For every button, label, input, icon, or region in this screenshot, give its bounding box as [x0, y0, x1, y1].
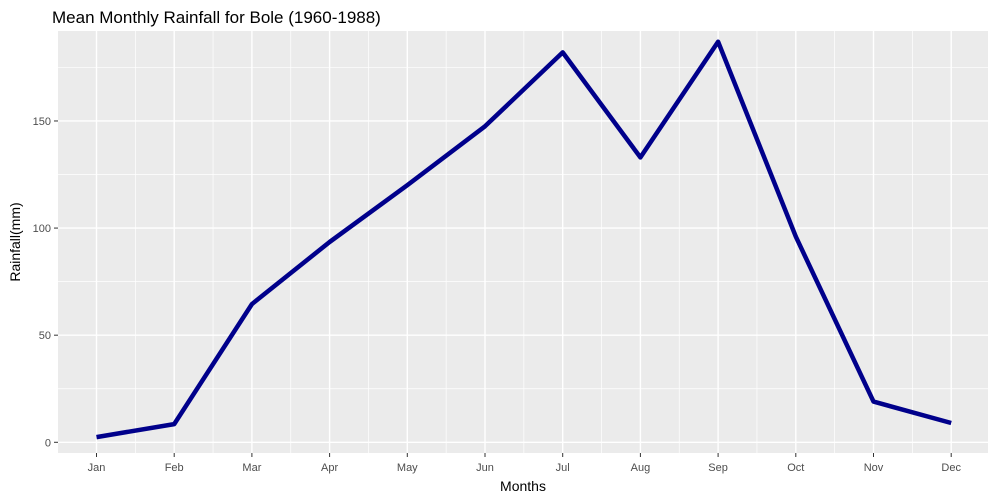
x-tick-label: Jul	[556, 462, 570, 474]
chart-title: Mean Monthly Rainfall for Bole (1960-198…	[52, 8, 381, 27]
y-tick-label: 50	[39, 330, 51, 342]
major-gridlines	[58, 31, 988, 453]
x-tick-label: Apr	[321, 462, 338, 474]
x-axis-title: Months	[500, 478, 546, 494]
x-tick-label: May	[397, 462, 418, 474]
x-axis: Jan Feb Mar Apr May Jun Jul Aug Sep Oct Nov Dec	[88, 453, 961, 474]
x-tick-label: Mar	[242, 462, 261, 474]
y-axis-title: Rainfall(mm)	[7, 202, 23, 281]
series-layer	[96, 39, 952, 440]
y-tick-label: 150	[33, 116, 51, 128]
y-tick-label: 100	[33, 223, 51, 235]
series-line	[96, 39, 952, 440]
x-tick-label: Jan	[88, 462, 106, 474]
x-tick-label: Aug	[631, 462, 651, 474]
x-tick-label: Sep	[708, 462, 728, 474]
y-axis: 0 50 100 150	[33, 116, 58, 449]
x-tick-label: Jun	[476, 462, 494, 474]
x-tick-label: Feb	[165, 462, 184, 474]
x-tick-label: Dec	[941, 462, 961, 474]
x-tick-label: Oct	[787, 462, 804, 474]
x-tick-label: Nov	[864, 462, 884, 474]
minor-gridlines	[58, 31, 988, 453]
y-tick-label: 0	[45, 437, 51, 449]
